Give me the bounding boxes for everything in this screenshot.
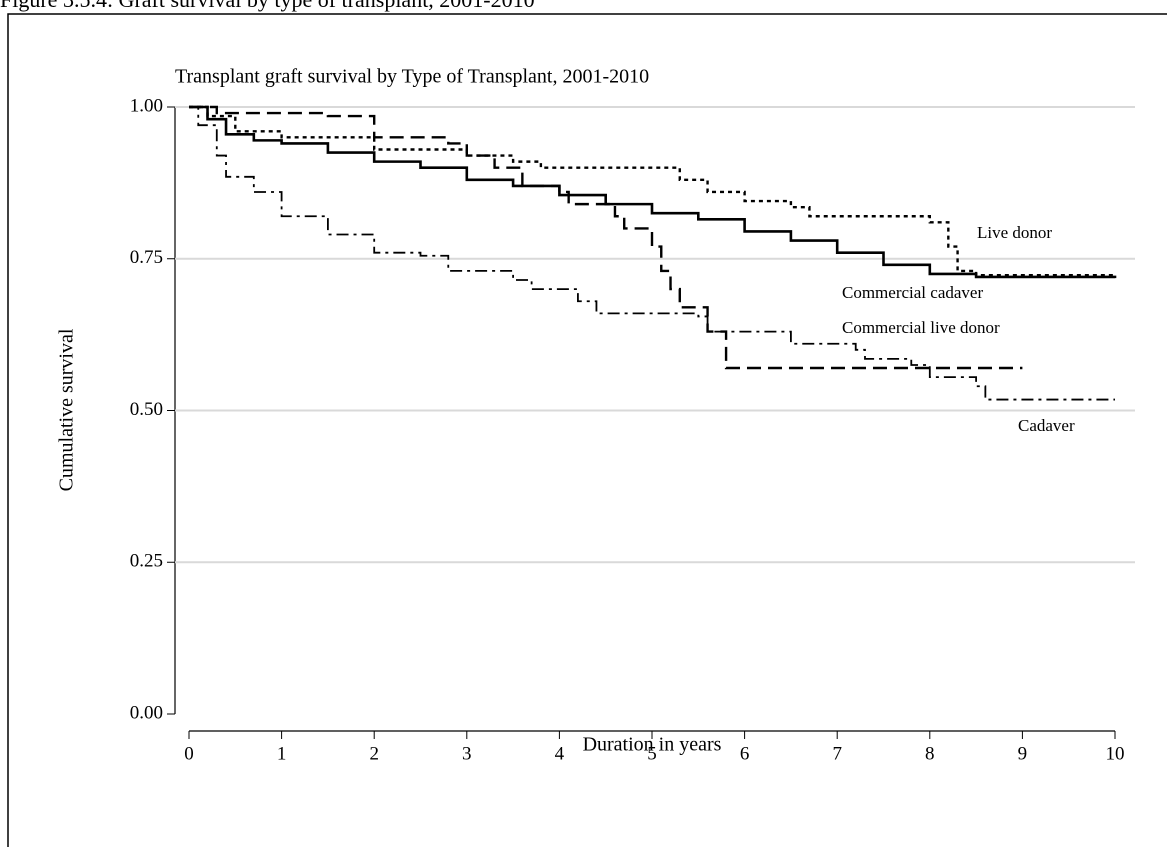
series-label: Commercial cadaver <box>842 283 983 302</box>
y-tick-label: 0.00 <box>130 702 163 723</box>
x-tick-label: 1 <box>277 743 287 764</box>
x-tick-label: 9 <box>1018 743 1028 764</box>
y-tick-label: 0.50 <box>130 399 163 420</box>
survival-line <box>189 105 1115 277</box>
survival-line <box>189 105 1023 370</box>
survival-line <box>189 105 1117 279</box>
x-tick-label: 6 <box>740 743 750 764</box>
x-tick-label: 4 <box>555 743 565 764</box>
x-tick-label: 7 <box>832 743 842 764</box>
x-tick-label: 0 <box>184 743 194 764</box>
survival-line <box>189 106 1115 401</box>
y-axis-label: Cumulative survival <box>56 328 78 491</box>
x-tick-label: 2 <box>369 743 379 764</box>
chart-title: Transplant graft survival by Type of Tra… <box>175 66 649 88</box>
x-tick-label: 3 <box>462 743 472 764</box>
figure-caption: Figure 3.5.4: Graft survival by type of … <box>0 0 535 12</box>
x-tick-label: 10 <box>1106 743 1125 764</box>
series-label: Commercial live donor <box>842 318 1000 337</box>
series-label: Live donor <box>977 223 1052 242</box>
frame <box>7 13 1167 847</box>
y-tick-label: 1.00 <box>130 95 163 116</box>
x-tick-label: 5 <box>647 743 657 764</box>
series-label: Cadaver <box>1018 416 1075 435</box>
x-axis-label: Duration in years <box>583 734 722 756</box>
y-tick-label: 0.75 <box>130 247 163 268</box>
y-tick-label: 0.25 <box>130 551 163 572</box>
x-tick-label: 8 <box>925 743 935 764</box>
